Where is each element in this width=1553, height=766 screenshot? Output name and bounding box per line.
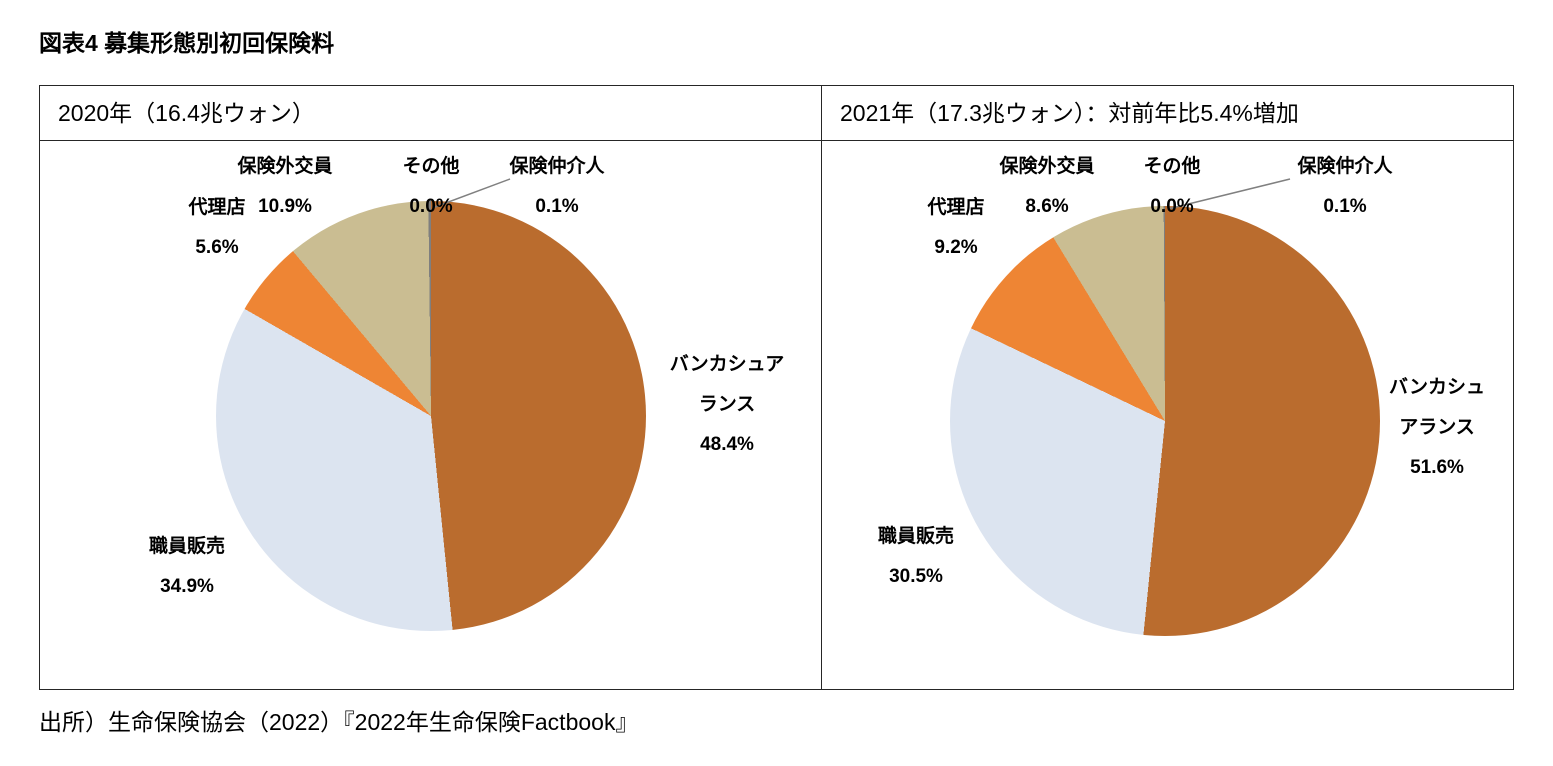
label-chukainin-name: 保険仲介人 [509,156,605,177]
label-shokuin-2020: 職員販売 34.9% [107,527,267,607]
panel-2020-header: 2020年（16.4兆ウォン） [40,86,821,141]
label-shokuin-name: 職員販売 [148,536,225,557]
label-shokuin-pct: 34.9% [160,576,214,597]
label-gaikoin-name: 保険外交員 [999,156,1095,177]
label-gaikoin-pct: 10.9% [258,196,312,217]
label-gaikoin-2020: 保険外交員 10.9% [205,147,365,227]
pie-chart-2020: 保険外交員 10.9% その他 0.0% 保険仲介人 0.1% 代理店 5.6%… [40,141,821,689]
label-chukainin-2021: 保険仲介人 0.1% [1265,147,1425,227]
label-bancassurance-name2: アランス [1399,417,1475,438]
figure-title: 図表4 募集形態別初回保険料 [39,30,335,56]
label-sonota-name: その他 [1143,156,1201,177]
label-dairiten-pct: 9.2% [934,237,978,258]
label-bancassurance-name1: バンカシュア [669,354,785,375]
label-chukainin-name: 保険仲介人 [1297,156,1393,177]
label-bancassurance-pct: 48.4% [700,434,754,455]
label-chukainin-pct: 0.1% [1323,196,1367,217]
label-bancassurance-2020: バンカシュア ランス 48.4% [647,345,807,465]
panel-2020: 2020年（16.4兆ウォン） 保険外交員 10.9% その他 0.0% 保険仲… [39,85,822,690]
label-dairiten-2020: 代理店 5.6% [137,188,297,268]
pie-2020 [216,201,646,631]
label-bancassurance-2021: バンカシュ アランス 51.6% [1357,368,1513,488]
label-shokuin-name: 職員販売 [877,526,954,547]
label-sonota-2020: その他 0.0% [351,147,511,227]
label-dairiten-name: 代理店 [927,197,985,218]
label-chukainin-pct: 0.1% [535,196,579,217]
label-shokuin-pct: 30.5% [889,566,943,587]
label-sonota-name: その他 [402,156,460,177]
pie-2021 [950,206,1380,636]
source-note: 出所）生命保険協会（2022）『2022年生命保険Factbook』 [39,709,639,735]
label-dairiten-2021: 代理店 9.2% [876,188,1036,268]
label-dairiten-name: 代理店 [188,197,246,218]
label-sonota-pct: 0.0% [1150,196,1194,217]
label-bancassurance-pct: 51.6% [1410,457,1464,478]
label-gaikoin-name: 保険外交員 [237,156,333,177]
panel-2021: 2021年（17.3兆ウォン）：対前年比5.4%増加 保険外交員 8.6% その… [822,85,1514,690]
label-gaikoin-2021: 保険外交員 8.6% [967,147,1127,227]
label-gaikoin-pct: 8.6% [1025,196,1069,217]
label-bancassurance-name1: バンカシュ [1389,377,1485,398]
label-shokuin-2021: 職員販売 30.5% [836,517,996,597]
label-sonota-pct: 0.0% [409,196,453,217]
panel-2021-header: 2021年（17.3兆ウォン）：対前年比5.4%増加 [822,86,1513,141]
pie-chart-2021: 保険外交員 8.6% その他 0.0% 保険仲介人 0.1% 代理店 9.2% … [822,141,1513,689]
label-dairiten-pct: 5.6% [195,237,239,258]
label-bancassurance-name2: ランス [698,394,756,415]
label-sonota-2021: その他 0.0% [1092,147,1252,227]
label-chukainin-2020: 保険仲介人 0.1% [477,147,637,227]
